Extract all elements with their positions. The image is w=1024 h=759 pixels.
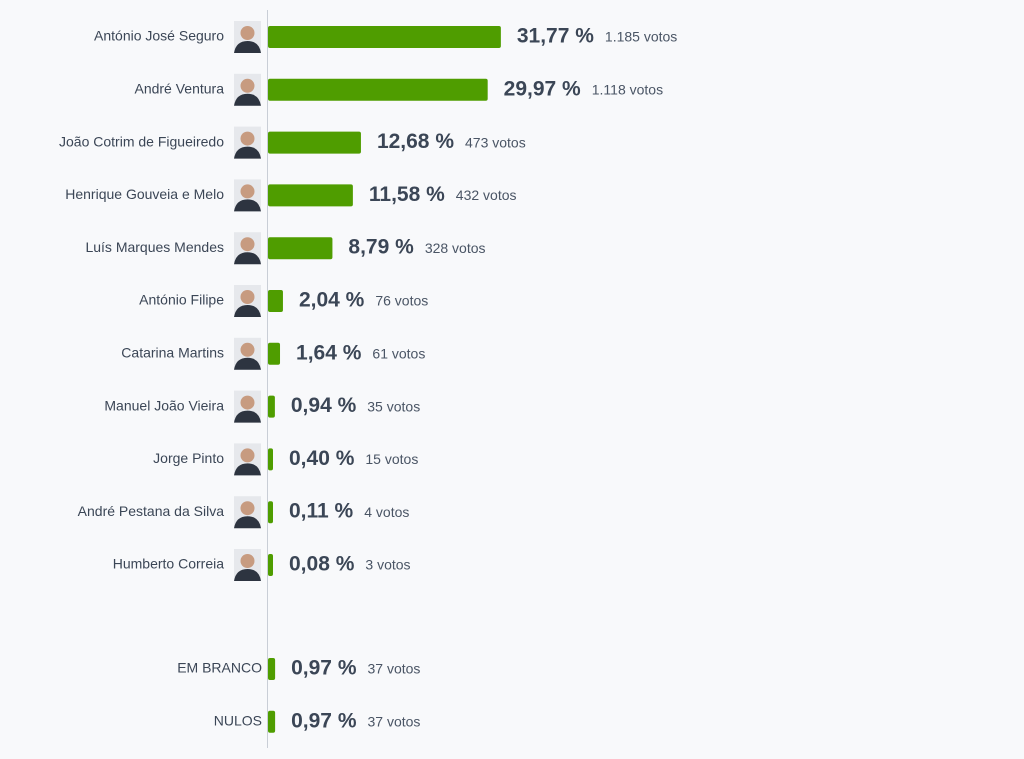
avatar-body bbox=[234, 199, 261, 212]
votes-label: 37 votos bbox=[368, 661, 421, 677]
value-label: 29,97 % bbox=[504, 77, 581, 100]
votes-label: 432 votos bbox=[456, 187, 517, 203]
avatar-head bbox=[240, 131, 255, 146]
avatar-head bbox=[240, 237, 255, 252]
bar bbox=[268, 448, 273, 471]
avatar bbox=[234, 496, 261, 529]
category-label: EM BRANCO bbox=[177, 660, 262, 676]
bar bbox=[268, 237, 333, 260]
avatar-body bbox=[234, 463, 261, 476]
votes-label: 61 votos bbox=[372, 346, 425, 362]
value-label: 1,64 % bbox=[296, 341, 362, 364]
category-label: João Cotrim de Figueiredo bbox=[59, 133, 224, 149]
avatar-head bbox=[240, 448, 255, 463]
avatar bbox=[234, 21, 261, 53]
avatar-body bbox=[234, 410, 261, 423]
avatar-head bbox=[240, 501, 255, 516]
avatar-head bbox=[240, 342, 255, 357]
value-label: 0,11 % bbox=[289, 500, 354, 523]
avatar-head bbox=[240, 26, 255, 40]
value-label: 2,04 % bbox=[299, 289, 365, 312]
avatar-body bbox=[234, 252, 261, 265]
category-label: Luís Marques Mendes bbox=[85, 239, 224, 255]
avatar bbox=[234, 549, 261, 581]
category-label: NULOS bbox=[214, 713, 262, 729]
votes-label: 328 votos bbox=[425, 240, 486, 256]
category-label: Manuel João Vieira bbox=[104, 397, 224, 413]
bar bbox=[268, 184, 353, 207]
avatar bbox=[234, 126, 261, 159]
votes-label: 15 votos bbox=[365, 451, 418, 467]
bar bbox=[268, 658, 276, 680]
category-label: André Pestana da Silva bbox=[78, 503, 225, 519]
category-label: André Ventura bbox=[134, 81, 224, 97]
avatar-body bbox=[234, 357, 261, 370]
votes-label: 1.185 votos bbox=[605, 29, 677, 45]
bar bbox=[268, 78, 488, 101]
avatar bbox=[234, 337, 261, 370]
value-label: 31,77 % bbox=[517, 25, 594, 48]
avatar-head bbox=[240, 78, 255, 93]
value-label: 12,68 % bbox=[377, 130, 454, 153]
avatar-body bbox=[234, 41, 261, 53]
value-label: 0,40 % bbox=[289, 447, 355, 470]
bar bbox=[268, 26, 501, 48]
avatar bbox=[234, 443, 261, 476]
value-label: 0,08 % bbox=[289, 553, 355, 576]
votes-label: 35 votos bbox=[367, 398, 420, 414]
avatar bbox=[234, 73, 261, 106]
bar bbox=[268, 554, 273, 576]
votes-label: 76 votos bbox=[375, 293, 428, 309]
category-label: António José Seguro bbox=[94, 28, 224, 44]
category-label: Henrique Gouveia e Melo bbox=[65, 186, 224, 202]
value-label: 0,94 % bbox=[291, 394, 357, 417]
value-label: 0,97 % bbox=[291, 709, 357, 732]
votes-label: 473 votos bbox=[465, 134, 526, 150]
votes-label: 1.118 votos bbox=[592, 82, 663, 98]
bar bbox=[268, 290, 283, 312]
category-label: Jorge Pinto bbox=[153, 450, 224, 466]
avatar-head bbox=[240, 184, 255, 199]
bar bbox=[268, 710, 276, 733]
bar bbox=[268, 131, 361, 154]
avatar bbox=[234, 285, 261, 317]
avatar-body bbox=[234, 516, 261, 529]
category-label: Humberto Correia bbox=[113, 556, 224, 572]
votes-label: 37 votos bbox=[368, 714, 421, 730]
avatar bbox=[234, 232, 261, 265]
value-label: 0,97 % bbox=[291, 657, 357, 680]
avatar-head bbox=[240, 554, 255, 568]
votes-label: 4 votos bbox=[364, 504, 409, 520]
category-label: António Filipe bbox=[139, 292, 224, 308]
category-label: Catarina Martins bbox=[121, 345, 224, 361]
avatar-head bbox=[240, 290, 255, 304]
avatar-head bbox=[240, 395, 255, 410]
avatar-body bbox=[234, 569, 261, 581]
avatar bbox=[234, 390, 261, 423]
bar bbox=[268, 501, 273, 524]
avatar-body bbox=[234, 93, 261, 106]
avatar bbox=[234, 179, 261, 212]
votes-label: 3 votos bbox=[365, 557, 410, 573]
avatar-body bbox=[234, 305, 261, 317]
bar bbox=[268, 342, 281, 365]
value-label: 11,58 % bbox=[369, 183, 445, 206]
bar bbox=[268, 395, 275, 418]
value-label: 8,79 % bbox=[348, 236, 414, 259]
avatar-body bbox=[234, 146, 261, 159]
